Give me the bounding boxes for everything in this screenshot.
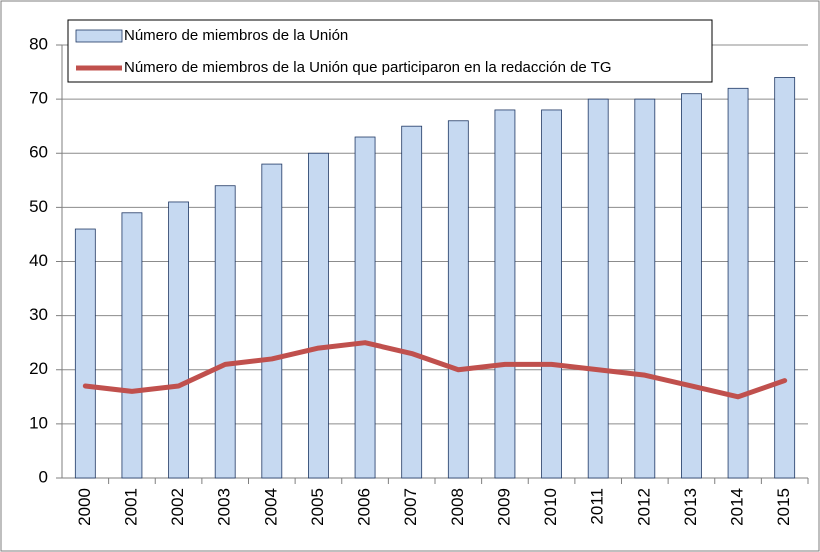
- x-tick-label: 2004: [261, 488, 280, 526]
- legend-label: Número de miembros de la Unión: [124, 27, 348, 44]
- x-tick-label: 2014: [728, 488, 747, 526]
- bar: [587, 98, 609, 479]
- bar: [261, 163, 283, 479]
- bar: [168, 201, 189, 479]
- x-tick-label: 2007: [401, 488, 420, 526]
- bar: [354, 136, 376, 479]
- legend-swatch: [75, 29, 123, 43]
- x-tick-label: 2010: [541, 488, 560, 526]
- x-tick-label: 2002: [168, 488, 187, 526]
- y-tick-label: 60: [29, 143, 48, 162]
- y-tick-label: 80: [29, 34, 48, 53]
- bar: [634, 98, 656, 479]
- y-tick-label: 40: [29, 251, 48, 270]
- bar: [541, 109, 562, 479]
- y-tick-label: 70: [29, 89, 48, 108]
- x-tick-label: 2005: [308, 488, 327, 526]
- y-tick-label: 20: [29, 359, 48, 378]
- x-tick-label: 2015: [774, 488, 793, 526]
- bar: [447, 120, 469, 479]
- line: [82, 340, 788, 400]
- x-tick-label: 2008: [448, 488, 467, 526]
- x-tick-label: 2012: [634, 488, 653, 526]
- x-tick-label: 2013: [681, 488, 700, 526]
- y-tick-label: 10: [29, 413, 48, 432]
- bar: [121, 212, 143, 479]
- bar: [681, 93, 702, 479]
- x-tick-label: 2000: [75, 488, 94, 526]
- legend-label: Número de miembros de la Unión que parti…: [124, 59, 612, 76]
- y-tick-label: 30: [29, 305, 48, 324]
- bar: [74, 228, 96, 479]
- bar: [308, 152, 329, 479]
- bar: [401, 125, 423, 479]
- bar: [214, 185, 236, 479]
- x-tick-label: 2009: [494, 488, 513, 526]
- x-tick-label: 2003: [215, 488, 234, 526]
- bar: [494, 109, 516, 479]
- x-tick-label: 2001: [121, 488, 140, 526]
- y-tick-label: 50: [29, 197, 48, 216]
- bar: [727, 87, 749, 479]
- legend-box: [67, 19, 713, 83]
- bar: [774, 77, 796, 479]
- y-tick-label: 0: [39, 467, 48, 486]
- x-tick-label: 2011: [588, 488, 607, 525]
- x-tick-label: 2006: [355, 488, 374, 526]
